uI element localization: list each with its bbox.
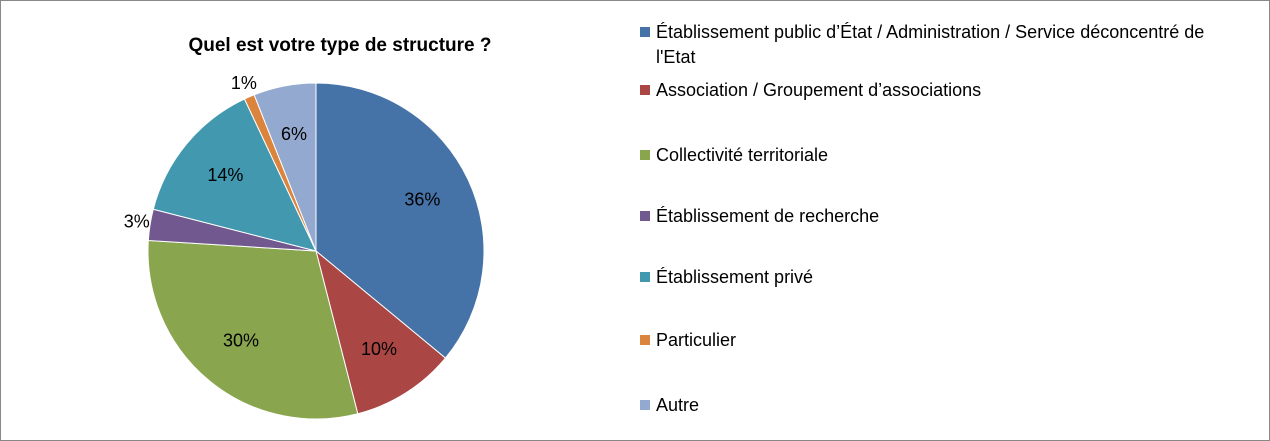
legend-entry: Établissement public d’État / Administra… <box>640 20 1240 70</box>
legend-label: Particulier <box>656 330 737 350</box>
legend-swatch <box>640 85 650 95</box>
legend-swatch <box>640 272 650 282</box>
legend-swatch <box>640 150 650 160</box>
legend-entry: Association / Groupement d’associations <box>640 78 1240 103</box>
data-label: 30% <box>223 330 259 350</box>
legend-entry: Autre <box>640 393 1240 418</box>
legend-label: Établissement de recherche <box>656 206 880 226</box>
pie-slice <box>147 239 359 420</box>
data-label: 6% <box>281 124 307 144</box>
legend-swatch <box>640 211 650 221</box>
legend-swatch <box>640 335 650 345</box>
legend-label: Association / Groupement d’associations <box>656 80 982 100</box>
data-label: 3% <box>124 211 150 231</box>
pie-slice <box>315 82 485 359</box>
data-label: 36% <box>404 190 440 210</box>
legend-entry: Établissement de recherche <box>640 204 1240 229</box>
data-label: 14% <box>207 165 243 185</box>
data-label: 10% <box>361 339 397 359</box>
chart-title: Quel est votre type de structure ? <box>188 35 491 56</box>
legend-entry: Particulier <box>640 328 1240 353</box>
data-label: 1% <box>231 73 257 93</box>
legend-entry: Établissement privé <box>640 265 1240 290</box>
pie-slice <box>152 98 317 252</box>
legend-label: Établissement public d’État / Administra… <box>656 22 1205 67</box>
legend-swatch <box>640 27 650 37</box>
legend-label: Autre <box>656 395 700 415</box>
pie-slice <box>253 82 317 252</box>
legend-label: Collectivité territoriale <box>656 145 829 165</box>
legend-entry: Collectivité territoriale <box>640 143 1240 168</box>
pie-slice <box>315 249 447 415</box>
legend-swatch <box>640 400 650 410</box>
legend-label: Établissement privé <box>656 267 814 287</box>
